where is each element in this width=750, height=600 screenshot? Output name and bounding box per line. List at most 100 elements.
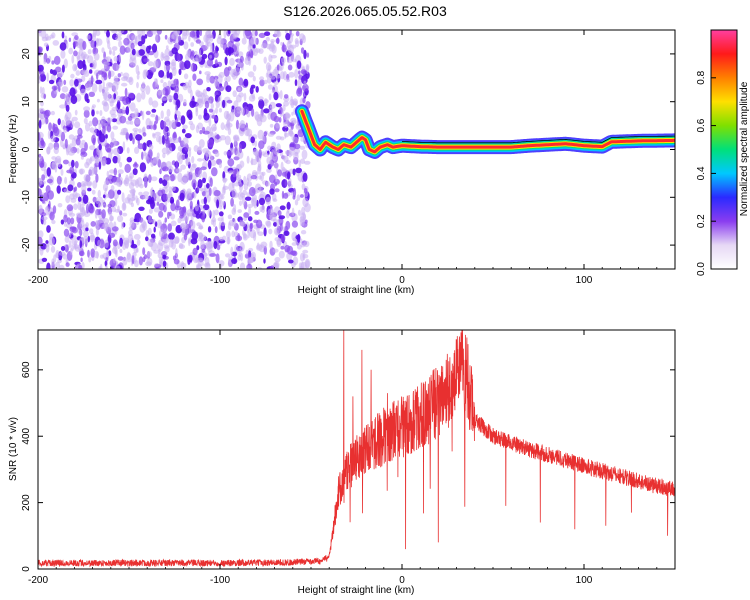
noise-blob (71, 54, 75, 64)
noise-blob (239, 200, 242, 206)
noise-blob (203, 196, 207, 205)
noise-blob (111, 226, 119, 232)
noise-blob (126, 147, 130, 154)
noise-blob (281, 61, 285, 67)
noise-blob (136, 111, 139, 118)
noise-blob (104, 239, 109, 249)
noise-blob (275, 229, 280, 235)
noise-blob (92, 180, 98, 189)
noise-blob (116, 99, 121, 110)
noise-blob (209, 114, 213, 119)
noise-blob (266, 74, 272, 84)
noise-blob (269, 240, 273, 250)
noise-blob (111, 106, 118, 111)
noise-blob (190, 123, 195, 131)
noise-blob (130, 196, 136, 202)
noise-blob (190, 42, 195, 47)
noise-blob (129, 102, 136, 112)
noise-blob (235, 119, 240, 130)
noise-blob (45, 205, 49, 216)
noise-blob (274, 188, 280, 193)
noise-blob (166, 146, 170, 156)
noise-blob (218, 108, 222, 113)
noise-blob (124, 87, 128, 97)
noise-blob (264, 31, 271, 36)
noise-blob (59, 104, 67, 109)
noise-blob (173, 78, 179, 86)
noise-blob (196, 264, 200, 269)
noise-blob (299, 33, 305, 41)
noise-blob (268, 93, 272, 101)
noise-blob (237, 122, 245, 129)
noise-blob (218, 211, 224, 217)
noise-blob (150, 120, 154, 131)
noise-blob (38, 236, 43, 246)
noise-blob (231, 70, 238, 80)
noise-blob (167, 80, 171, 88)
noise-blob (269, 101, 276, 109)
noise-blob (217, 217, 223, 222)
noise-blob (63, 228, 70, 237)
noise-blob (182, 137, 189, 146)
noise-blob (68, 212, 76, 217)
noise-blob (100, 116, 106, 126)
noise-blob (171, 66, 177, 77)
noise-blob (52, 205, 57, 214)
noise-blob (65, 96, 72, 104)
noise-blob (231, 105, 235, 110)
noise-blob (147, 61, 154, 67)
noise-blob (258, 197, 266, 206)
noise-blob (258, 48, 264, 54)
track-band-layer-4 (300, 109, 675, 154)
noise-blob (113, 56, 119, 62)
noise-blob (184, 133, 192, 139)
noise-blob (250, 50, 254, 59)
noise-blob (188, 120, 194, 125)
noise-blob (265, 72, 269, 78)
noise-blob (263, 56, 267, 64)
noise-blob (188, 254, 193, 263)
noise-blob (141, 30, 146, 36)
noise-blob (41, 199, 45, 204)
noise-blob (63, 79, 67, 86)
noise-blob (45, 240, 49, 244)
noise-blob (204, 190, 210, 199)
noise-blob (108, 211, 113, 216)
noise-blob (74, 64, 77, 71)
noise-blob (213, 51, 219, 58)
noise-blob (182, 173, 189, 183)
noise-blob (154, 33, 159, 42)
noise-blob (95, 79, 103, 85)
noise-blob (224, 56, 228, 66)
noise-blob (251, 108, 255, 117)
noise-blob (209, 126, 214, 137)
noise-blob (91, 83, 98, 93)
noise-blob (300, 47, 305, 54)
noise-blob (196, 78, 204, 86)
noise-blob (268, 228, 273, 235)
noise-blob (222, 99, 226, 109)
noise-blob (231, 148, 235, 154)
noise-blob (231, 207, 237, 215)
noise-blob (156, 152, 160, 159)
noise-blob (146, 125, 151, 130)
noise-blob (236, 178, 242, 185)
noise-blob (38, 74, 42, 84)
noise-blob (87, 249, 90, 258)
noise-blob (239, 61, 244, 69)
noise-blob (70, 73, 75, 79)
noise-blob (110, 131, 115, 140)
noise-blob (231, 218, 237, 228)
noise-blob (156, 201, 160, 206)
noise-blob (219, 135, 227, 141)
noise-blob (150, 160, 154, 167)
noise-blob (209, 154, 213, 162)
noise-blob (213, 77, 219, 87)
noise-blob (255, 244, 263, 251)
noise-blob (47, 130, 51, 140)
noise-blob (136, 92, 142, 103)
noise-blob (164, 245, 170, 253)
noise-blob (266, 220, 272, 228)
noise-blob (119, 248, 123, 253)
noise-blob (56, 185, 61, 194)
